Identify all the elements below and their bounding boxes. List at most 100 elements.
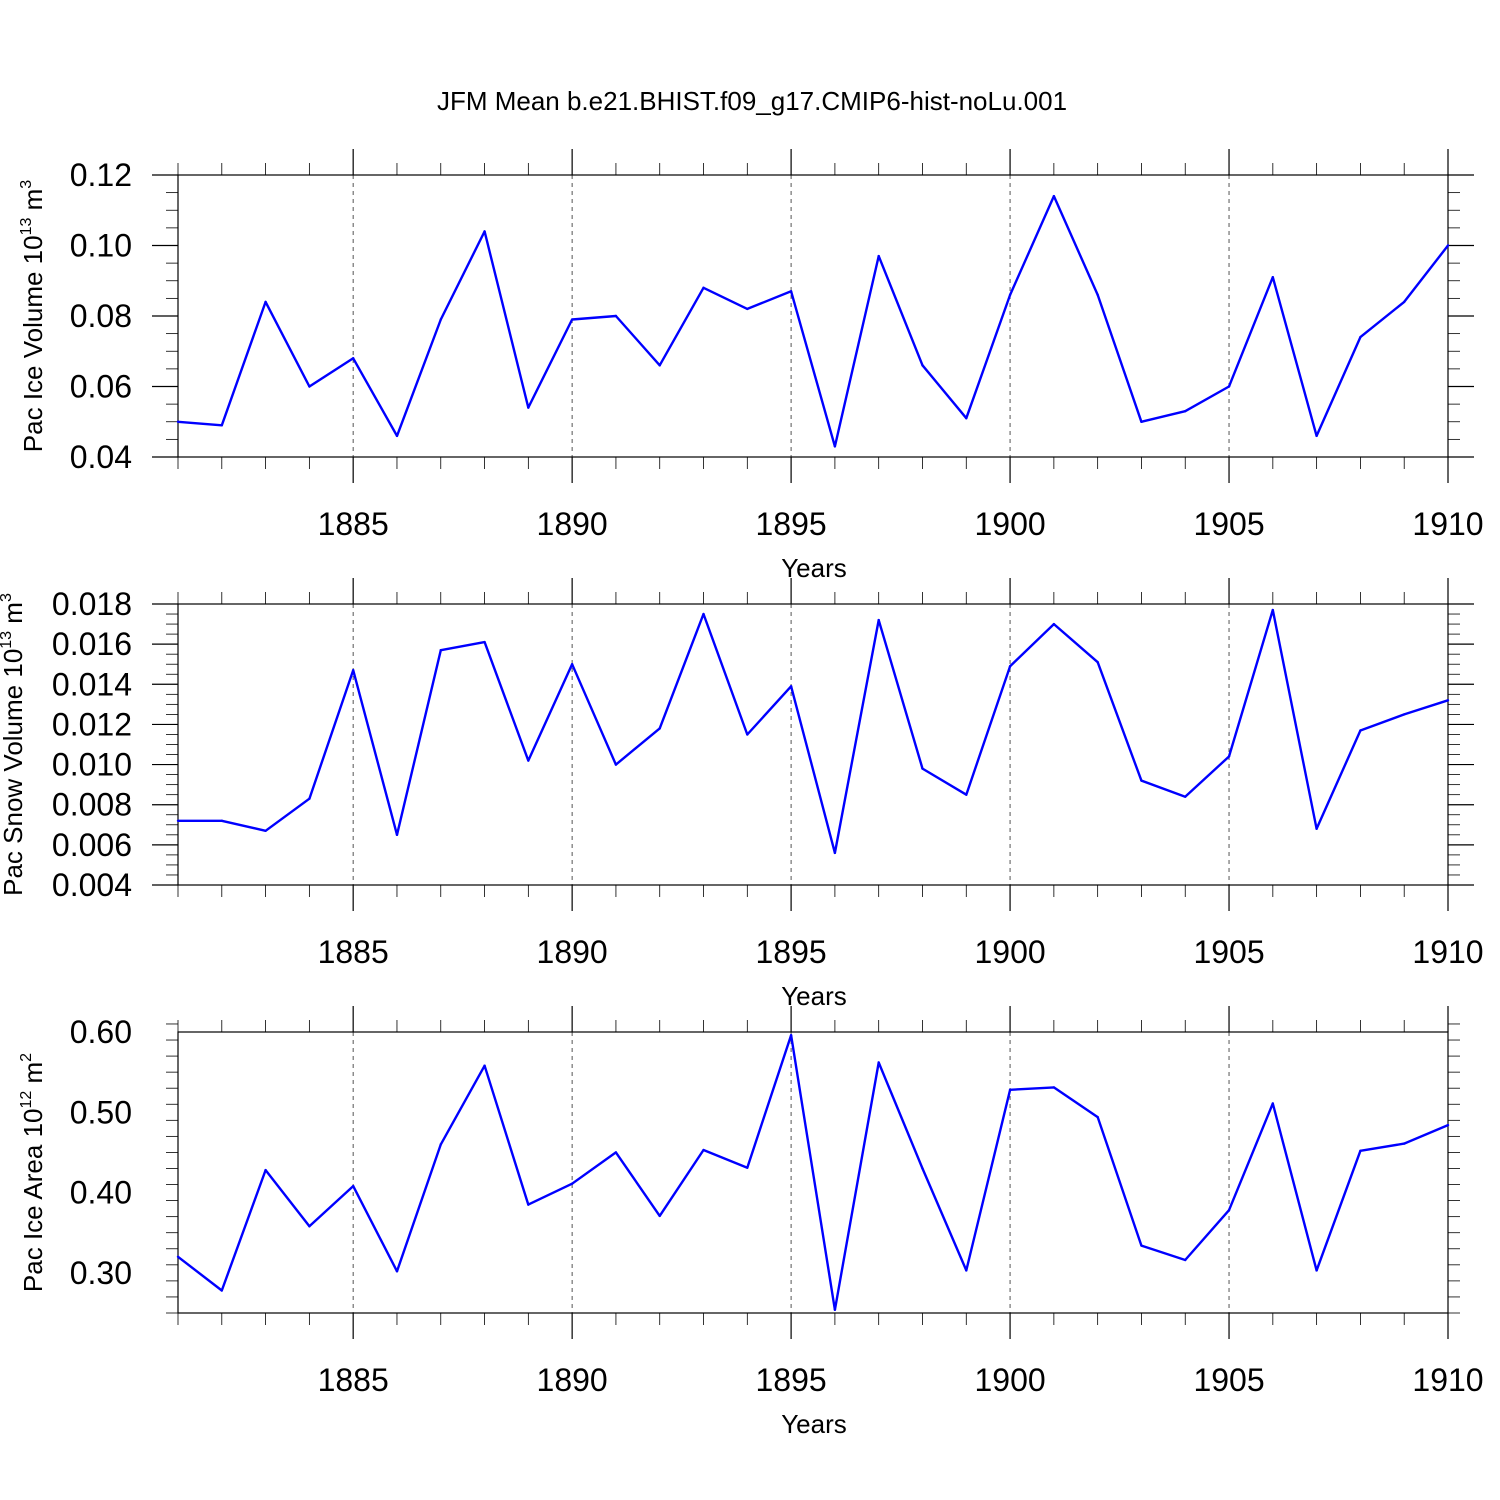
ice-volume-data-point-1903 <box>1140 420 1143 423</box>
ice-area-plot-frame <box>177 1031 1449 1314</box>
ice-volume-data-point-1900 <box>1008 293 1012 297</box>
ice-volume-xtick-label: 1900 <box>974 506 1045 542</box>
ice-area-ytick-label: 0.30 <box>70 1255 132 1291</box>
snow-volume-xtick-label: 1890 <box>537 934 608 970</box>
ice-area-data-point-1897 <box>877 1061 880 1064</box>
ice-volume-data-point-1884 <box>308 385 311 388</box>
snow-volume-data-point-1885 <box>351 669 355 672</box>
snow-volume-series-line <box>178 608 1449 855</box>
snow-volume-data-point-1890 <box>570 663 574 666</box>
ice-area-data-point-1883 <box>264 1168 267 1172</box>
ice-area-data-point-1885 <box>351 1184 355 1188</box>
snow-volume-ytick-label: 0.012 <box>52 706 132 742</box>
snow-volume-ytick-label: 0.016 <box>52 626 132 662</box>
ice-volume-xtick-label: 1890 <box>537 506 608 542</box>
ice-volume-data-point-1907 <box>1315 434 1318 438</box>
ice-volume-xtick-label: 1905 <box>1193 506 1264 542</box>
ice-volume-data-point-1882 <box>220 424 223 427</box>
ice-volume-ytick-label: 0.10 <box>70 228 132 264</box>
snow-volume-data-point-1901 <box>1052 622 1056 626</box>
panel-ice-area: 0.30 0.40 0.50 0.60 1885 1890 1895 1900 1905 1910… <box>18 1006 1484 1439</box>
ice-area-xtick-label: 1890 <box>537 1362 608 1398</box>
ice-area-data-point-1894 <box>746 1166 749 1169</box>
snow-volume-xtick-label: 1910 <box>1412 934 1483 970</box>
snow-volume-ytick-label: 0.006 <box>52 827 132 863</box>
ice-area-data-point-1900 <box>1008 1088 1012 1092</box>
snow-volume-data-point-1881 <box>176 819 180 822</box>
ice-volume-data-point-1905 <box>1227 385 1231 388</box>
ice-volume-data-point-1910 <box>1446 244 1450 247</box>
ice-area-ytick-label: 0.60 <box>70 1014 132 1050</box>
ice-area-data-point-1891 <box>614 1151 618 1154</box>
ice-area-data-point-1884 <box>308 1225 311 1228</box>
snow-volume-xaxis-title: Years <box>781 981 847 1011</box>
snow-volume-data-point-1902 <box>1096 661 1099 664</box>
ice-volume-data-point-1909 <box>1403 300 1406 304</box>
ice-volume-yaxis-title: Pac Ice Volume 1013 m3 <box>18 180 48 453</box>
ice-area-data-point-1889 <box>527 1203 530 1206</box>
snow-volume-ytick-label: 0.010 <box>52 747 132 783</box>
ice-area-data-point-1899 <box>965 1269 968 1272</box>
ice-area-data-point-1890 <box>570 1182 574 1185</box>
ice-area-data-point-1887 <box>439 1143 442 1146</box>
snow-volume-data-point-1884 <box>308 797 311 800</box>
snow-volume-ytick-label: 0.018 <box>52 586 132 622</box>
snow-volume-data-point-1896 <box>833 851 837 855</box>
ice-area-data-point-1898 <box>921 1167 924 1170</box>
ice-volume-data-point-1898 <box>921 364 924 367</box>
snow-volume-data-point-1891 <box>614 763 618 766</box>
ice-area-data-point-1896 <box>833 1308 837 1311</box>
ice-area-data-point-1909 <box>1403 1142 1406 1145</box>
ice-volume-data-point-1888 <box>483 230 486 233</box>
ice-area-data-point-1888 <box>483 1064 486 1067</box>
ice-volume-data-point-1887 <box>439 318 442 321</box>
snow-volume-data-point-1882 <box>220 819 223 822</box>
ice-volume-series-line <box>177 194 1449 448</box>
snow-volume-data-point-1907 <box>1315 827 1318 830</box>
ice-area-xtick-label: 1895 <box>756 1362 827 1398</box>
ice-volume-data-point-1893 <box>702 286 705 289</box>
snow-volume-xtick-label: 1895 <box>756 934 827 970</box>
snow-volume-ytick-label: 0.014 <box>52 666 132 702</box>
ice-area-data-point-1895 <box>789 1034 793 1037</box>
ice-volume-data-point-1908 <box>1359 335 1362 339</box>
ice-volume-xtick-label: 1885 <box>318 506 389 542</box>
snow-volume-data-point-1908 <box>1359 729 1362 732</box>
snow-volume-data-point-1897 <box>877 618 880 622</box>
ice-area-data-point-1892 <box>658 1214 661 1218</box>
ice-volume-xaxis-title: Years <box>781 553 847 583</box>
snow-volume-data-point-1883 <box>264 829 267 833</box>
snow-volume-data-point-1889 <box>527 759 530 762</box>
snow-volume-data-point-1894 <box>746 733 749 736</box>
ice-volume-data-point-1896 <box>833 445 837 448</box>
snow-volume-data-point-1910 <box>1446 699 1450 702</box>
snow-volume-data-point-1900 <box>1008 665 1012 668</box>
snow-volume-data-point-1887 <box>439 648 442 652</box>
ice-area-data-point-1886 <box>395 1270 399 1273</box>
ice-area-series-line <box>177 1033 1449 1312</box>
ice-volume-ytick-label: 0.12 <box>70 157 132 193</box>
ice-area-ytick-label: 0.50 <box>70 1094 132 1130</box>
snow-volume-xtick-label: 1905 <box>1193 934 1264 970</box>
ice-volume-data-point-1889 <box>527 406 530 409</box>
ice-volume-data-point-1899 <box>965 417 968 420</box>
ice-area-data-point-1882 <box>220 1289 223 1292</box>
ice-area-xtick-label: 1910 <box>1412 1362 1483 1398</box>
snow-volume-data-point-1903 <box>1140 779 1143 782</box>
figure-title: JFM Mean b.e21.BHIST.f09_g17.CMIP6-hist-… <box>437 86 1067 116</box>
snow-volume-data-point-1909 <box>1403 713 1406 716</box>
ice-area-ytick-label: 0.40 <box>70 1175 132 1211</box>
ice-area-data-point-1907 <box>1315 1269 1318 1272</box>
ice-volume-data-point-1897 <box>877 254 880 258</box>
ice-volume-data-point-1906 <box>1271 276 1275 279</box>
ice-volume-data-point-1892 <box>658 364 661 367</box>
ice-area-xtick-label: 1885 <box>318 1362 389 1398</box>
snow-volume-data-point-1899 <box>965 793 968 796</box>
ice-volume-data-point-1894 <box>746 307 749 311</box>
ice-volume-ytick-label: 0.04 <box>70 439 132 475</box>
ice-area-data-point-1901 <box>1052 1086 1056 1089</box>
ice-area-data-point-1903 <box>1140 1244 1143 1247</box>
ice-volume-data-point-1895 <box>789 290 793 293</box>
snow-volume-data-point-1904 <box>1184 795 1187 798</box>
